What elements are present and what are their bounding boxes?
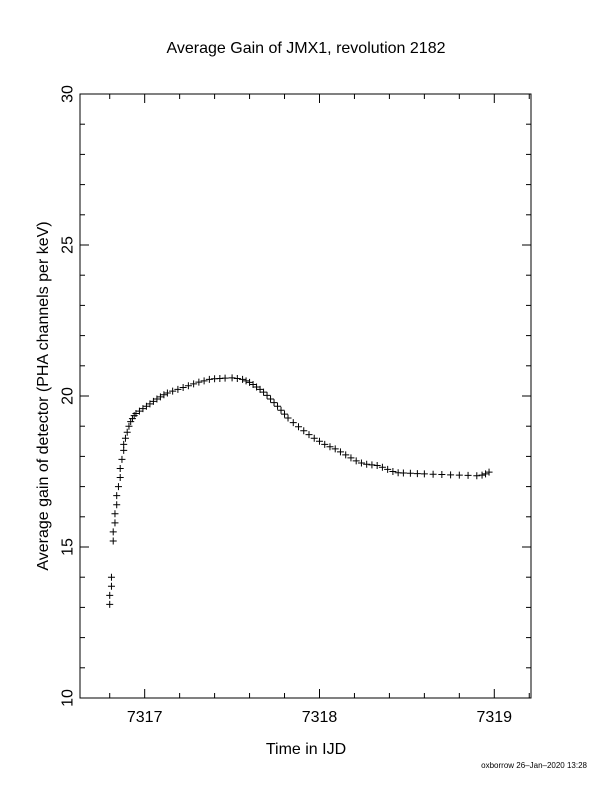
data-point [111, 519, 119, 527]
data-point [473, 472, 481, 480]
data-point [263, 391, 271, 399]
data-point [107, 573, 115, 581]
data-point [363, 460, 371, 468]
data-point [378, 463, 386, 471]
data-point [305, 431, 313, 439]
data-point [281, 410, 289, 418]
data-point [221, 374, 229, 382]
data-point [205, 375, 213, 383]
chart-title: Average Gain of JMX1, revolution 2182 [167, 40, 446, 57]
data-point [321, 440, 329, 448]
y-tick-label: 15 [60, 538, 77, 556]
data-point [106, 591, 114, 599]
data-point [121, 434, 129, 442]
data-point [384, 465, 392, 473]
data-point [109, 537, 117, 545]
data-point [116, 464, 124, 472]
data-point [447, 471, 455, 479]
data-point [106, 600, 114, 608]
data-point [184, 382, 192, 390]
x-tick-label: 7319 [476, 709, 512, 726]
data-point [125, 422, 133, 430]
data-point [342, 451, 350, 459]
data-point [270, 399, 278, 407]
data-point [295, 423, 303, 431]
footer-stamp: oxborrow 26–Jan–2020 13:28 [481, 761, 587, 770]
data-point [336, 448, 344, 456]
data-point [127, 418, 135, 426]
data-point [420, 470, 428, 478]
data-point [289, 419, 297, 427]
y-axis-label: Average gain of detector (PHA channels p… [35, 221, 52, 570]
data-point [116, 474, 124, 482]
data-point [111, 510, 119, 518]
data-point [195, 378, 203, 386]
data-point [429, 470, 437, 478]
data-point [228, 374, 236, 382]
data-point [128, 415, 136, 423]
data-point [109, 528, 117, 536]
data-series [106, 374, 493, 608]
data-point [485, 468, 493, 476]
data-point [242, 377, 250, 385]
data-point [315, 437, 323, 445]
data-point [163, 389, 171, 397]
data-point [123, 428, 131, 436]
data-point [113, 492, 121, 500]
data-point [284, 414, 292, 422]
data-point [331, 445, 339, 453]
data-point [406, 469, 414, 477]
data-point [120, 440, 128, 448]
data-point [413, 470, 421, 478]
y-tick-label: 30 [60, 85, 77, 103]
data-point [300, 427, 308, 435]
data-point [399, 469, 407, 477]
data-point [274, 402, 282, 410]
data-point [464, 471, 472, 479]
data-point [373, 461, 381, 469]
x-axis-label: Time in IJD [266, 741, 346, 758]
data-point [179, 384, 187, 392]
y-tick-label: 25 [60, 236, 77, 254]
data-point [113, 501, 121, 509]
data-point [389, 468, 397, 475]
data-point [160, 391, 168, 399]
data-point [357, 459, 365, 467]
x-tick-label: 7317 [127, 709, 163, 726]
data-point [107, 582, 115, 590]
y-tick-label: 20 [60, 387, 77, 405]
y-tick-label: 10 [60, 689, 77, 707]
data-point [200, 377, 208, 385]
data-point [478, 471, 486, 479]
data-point [260, 388, 268, 396]
data-point [482, 470, 490, 478]
data-point [233, 374, 241, 382]
data-point [326, 443, 334, 451]
data-point [455, 471, 463, 479]
data-point [118, 455, 126, 463]
data-point [190, 380, 198, 388]
x-tick-label: 7318 [302, 709, 338, 726]
data-point [114, 483, 122, 491]
plot-frame [79, 93, 532, 699]
data-point [169, 387, 177, 395]
data-point [120, 446, 128, 454]
data-point [352, 457, 360, 465]
data-point [267, 395, 275, 403]
data-point [310, 434, 318, 442]
data-point [239, 375, 247, 383]
axes: 10 15 20 25 30 7317 7318 7319 [60, 85, 531, 726]
data-point [368, 461, 376, 469]
data-point [277, 406, 285, 414]
data-point [347, 454, 355, 462]
data-point [174, 385, 182, 393]
data-point [438, 471, 446, 479]
